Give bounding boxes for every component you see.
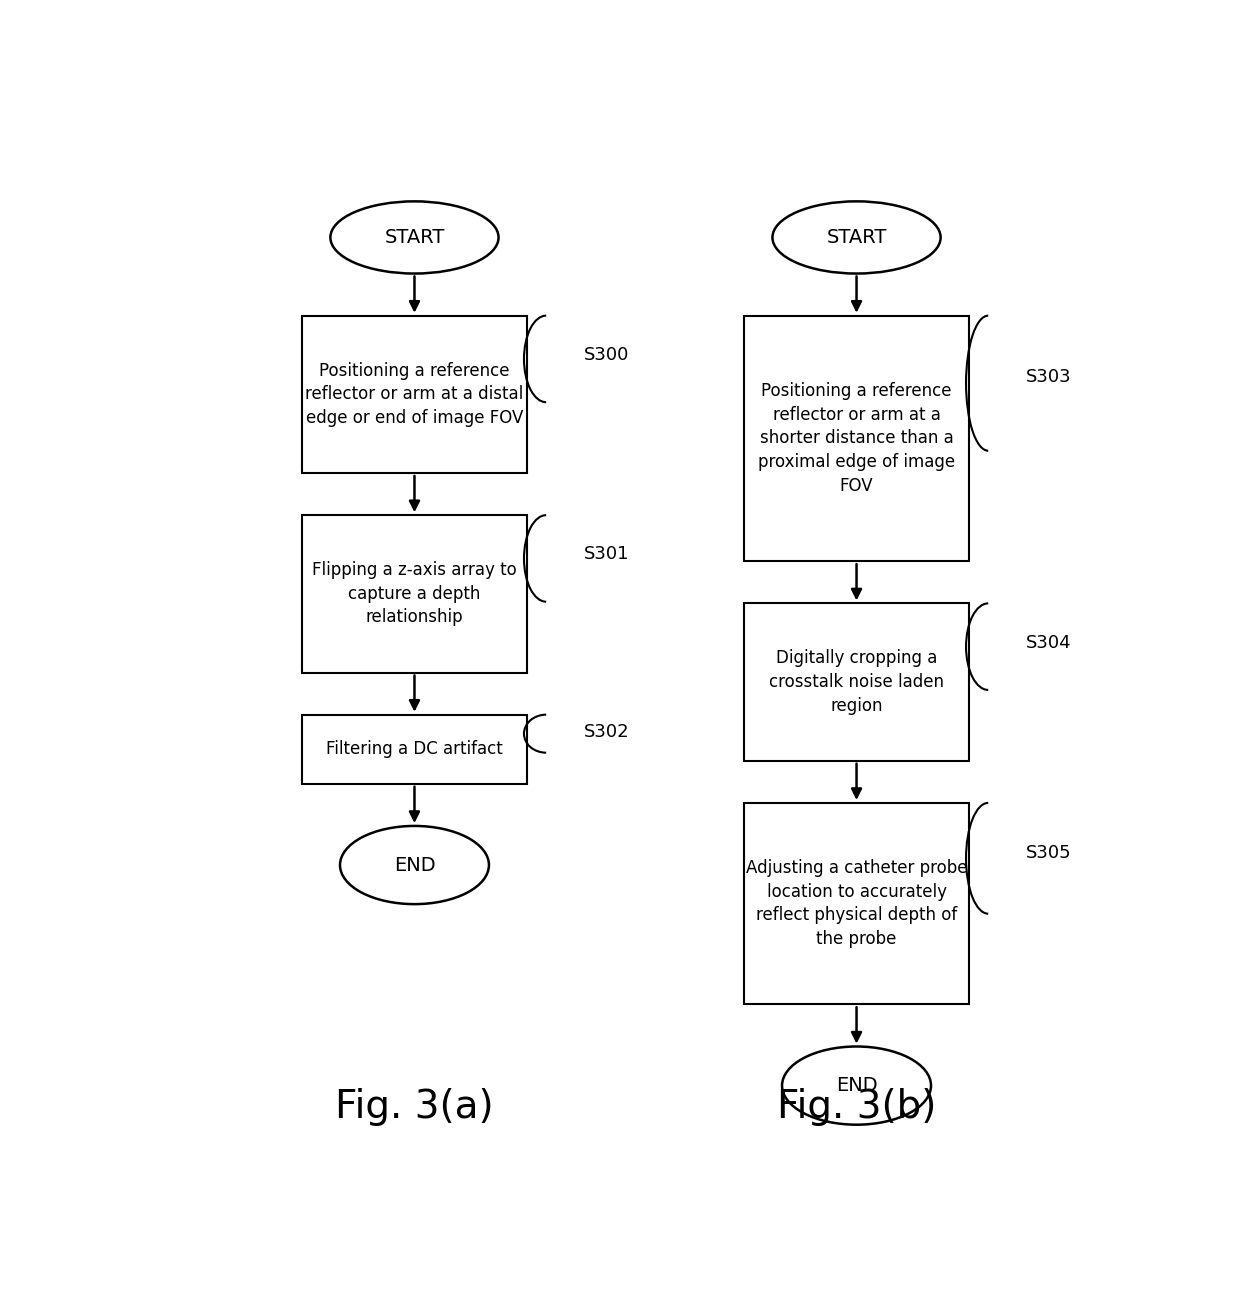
Text: Fig. 3(a): Fig. 3(a) bbox=[335, 1087, 494, 1126]
Text: Flipping a z-axis array to
capture a depth
relationship: Flipping a z-axis array to capture a dep… bbox=[312, 561, 517, 626]
Text: Digitally cropping a
crosstalk noise laden
region: Digitally cropping a crosstalk noise lad… bbox=[769, 650, 944, 715]
Bar bbox=[301, 315, 527, 473]
Text: Fig. 3(b): Fig. 3(b) bbox=[776, 1087, 936, 1126]
Text: S303: S303 bbox=[1027, 368, 1071, 387]
Text: Adjusting a catheter probe
location to accurately
reflect physical depth of
the : Adjusting a catheter probe location to a… bbox=[745, 859, 967, 948]
Text: START: START bbox=[826, 228, 887, 247]
Bar bbox=[744, 315, 970, 561]
Text: S304: S304 bbox=[1027, 634, 1071, 652]
Bar bbox=[744, 803, 970, 1004]
Text: S301: S301 bbox=[584, 546, 630, 564]
Text: END: END bbox=[836, 1075, 878, 1095]
Text: Positioning a reference
reflector or arm at a distal
edge or end of image FOV: Positioning a reference reflector or arm… bbox=[305, 362, 523, 427]
Text: END: END bbox=[393, 855, 435, 875]
Text: Filtering a DC artifact: Filtering a DC artifact bbox=[326, 741, 503, 758]
Bar bbox=[301, 715, 527, 784]
Text: START: START bbox=[384, 228, 445, 247]
Text: S300: S300 bbox=[584, 346, 630, 365]
Bar bbox=[744, 603, 970, 760]
Text: S302: S302 bbox=[584, 723, 630, 741]
Text: S305: S305 bbox=[1027, 844, 1071, 862]
Bar bbox=[301, 516, 527, 673]
Text: Positioning a reference
reflector or arm at a
shorter distance than a
proximal e: Positioning a reference reflector or arm… bbox=[758, 383, 955, 495]
